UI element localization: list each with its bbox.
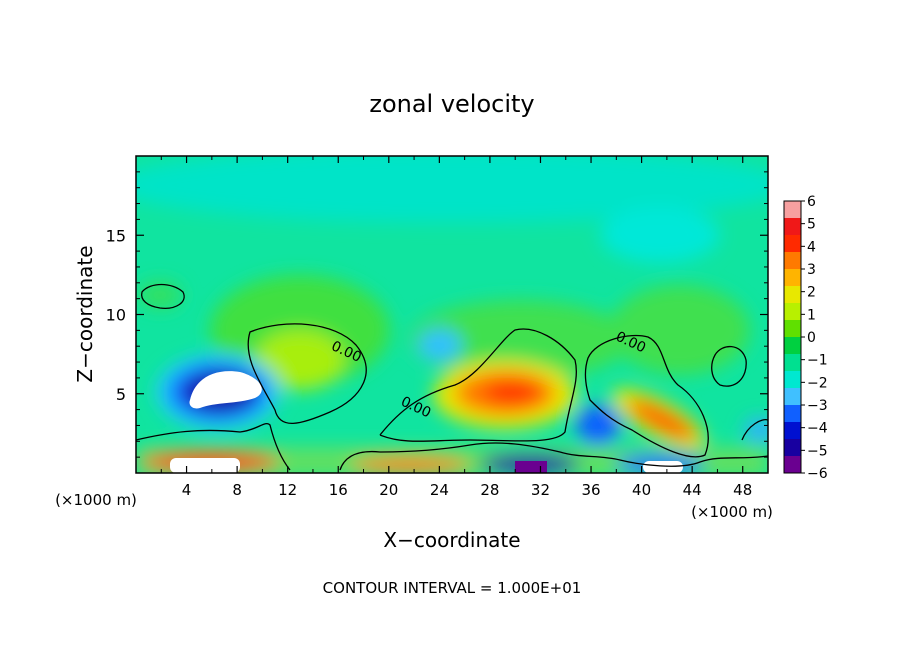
pos-core-right bbox=[628, 400, 696, 440]
colorbar-swatch bbox=[784, 252, 801, 270]
x-tick-label: 4 bbox=[182, 481, 192, 499]
cyan-blob bbox=[418, 329, 462, 361]
x-tick-label: 40 bbox=[632, 481, 651, 499]
y-tick-label: 5 bbox=[116, 385, 126, 404]
colorbar-label: 1 bbox=[807, 307, 816, 323]
colorbar-swatch bbox=[784, 439, 801, 457]
saturated-core-bottom-left bbox=[170, 458, 240, 473]
zero-contours bbox=[136, 283, 768, 471]
y-tick-label: 10 bbox=[106, 306, 126, 325]
minimum-core-bottom bbox=[515, 461, 547, 473]
x-tick-label: 44 bbox=[683, 481, 702, 499]
x-tick-label: 36 bbox=[581, 481, 600, 499]
pos-core-center bbox=[484, 379, 540, 405]
yellow-green-core bbox=[255, 330, 345, 390]
colorbar-label: −1 bbox=[807, 353, 828, 369]
contour-right bbox=[584, 334, 709, 458]
contour-loop-small bbox=[141, 283, 185, 309]
contour-center bbox=[379, 328, 577, 442]
upper-band bbox=[136, 156, 768, 223]
colorbar-swatch bbox=[784, 405, 801, 423]
upper-right-cyan bbox=[600, 207, 720, 263]
x-axis-ticks: 4 8 12 16 20 24 28 32 36 40 44 48 bbox=[160, 156, 752, 499]
y-axis-label: Z−coordinate bbox=[73, 245, 97, 382]
x-tick-label: 32 bbox=[531, 481, 550, 499]
x-tick-label: 20 bbox=[379, 481, 398, 499]
colorbar-label: 0 bbox=[807, 330, 816, 346]
colorbar-swatch bbox=[784, 388, 801, 406]
colorbar-label: −4 bbox=[807, 421, 828, 437]
saturated-core-left bbox=[189, 371, 262, 409]
colorbar-swatch bbox=[784, 235, 801, 253]
colorbar: 6 5 4 3 2 1 0 −1 −2 −3 −4 −5 −6 bbox=[783, 194, 828, 482]
colorbar-swatch bbox=[784, 422, 801, 440]
velocity-field bbox=[136, 156, 768, 473]
x-unit-right: (×1000 m) bbox=[691, 503, 773, 521]
x-tick-label: 48 bbox=[733, 481, 752, 499]
colorbar-swatch bbox=[784, 354, 801, 372]
colorbar-swatch bbox=[784, 201, 801, 219]
colorbar-label: 6 bbox=[807, 194, 816, 210]
colorbar-label: 4 bbox=[807, 239, 816, 255]
colorbar-swatch bbox=[784, 320, 801, 338]
colorbar-label: 3 bbox=[807, 262, 816, 278]
colorbar-label: 5 bbox=[807, 217, 816, 233]
neg-edge-right bbox=[744, 418, 768, 442]
contour-edge-right bbox=[741, 419, 768, 441]
x-unit-left: (×1000 m) bbox=[55, 491, 137, 509]
x-tick-label: 8 bbox=[232, 481, 242, 499]
x-axis-label: X−coordinate bbox=[383, 528, 520, 552]
y-tick-label: 15 bbox=[106, 226, 126, 245]
colorbar-swatch bbox=[784, 286, 801, 304]
mid-green-right bbox=[610, 285, 750, 375]
x-tick-label: 16 bbox=[329, 481, 348, 499]
bottom-orange bbox=[350, 457, 470, 473]
colorbar-label: −2 bbox=[807, 375, 828, 391]
chart-title: zonal velocity bbox=[369, 90, 534, 118]
colorbar-swatch bbox=[784, 371, 801, 389]
contour-bottom-left bbox=[136, 423, 291, 471]
colorbar-swatch bbox=[784, 303, 801, 321]
green-patch-left bbox=[138, 281, 182, 309]
colorbar-swatch bbox=[784, 456, 801, 474]
x-tick-label: 28 bbox=[480, 481, 499, 499]
x-tick-label: 12 bbox=[278, 481, 297, 499]
contour-loop-left bbox=[247, 323, 367, 424]
saturated-core-bottom-right bbox=[643, 461, 683, 473]
colorbar-swatch bbox=[784, 218, 801, 236]
colorbar-label: −3 bbox=[807, 398, 828, 414]
plot-area: 0.000.000.00 bbox=[136, 156, 768, 473]
colorbar-label: −5 bbox=[807, 443, 828, 459]
colorbar-swatch bbox=[784, 337, 801, 355]
colorbar-swatch bbox=[784, 269, 801, 287]
footer-note: CONTOUR INTERVAL = 1.000E+01 bbox=[323, 579, 582, 597]
contour-bottom bbox=[339, 442, 768, 471]
x-tick-label: 24 bbox=[430, 481, 449, 499]
y-axis-ticks: 5 10 15 bbox=[106, 171, 768, 458]
colorbar-label: 2 bbox=[807, 285, 816, 301]
neg-patch-right bbox=[576, 405, 620, 445]
contour-loop-right bbox=[711, 345, 747, 387]
colorbar-label: −6 bbox=[807, 466, 828, 482]
